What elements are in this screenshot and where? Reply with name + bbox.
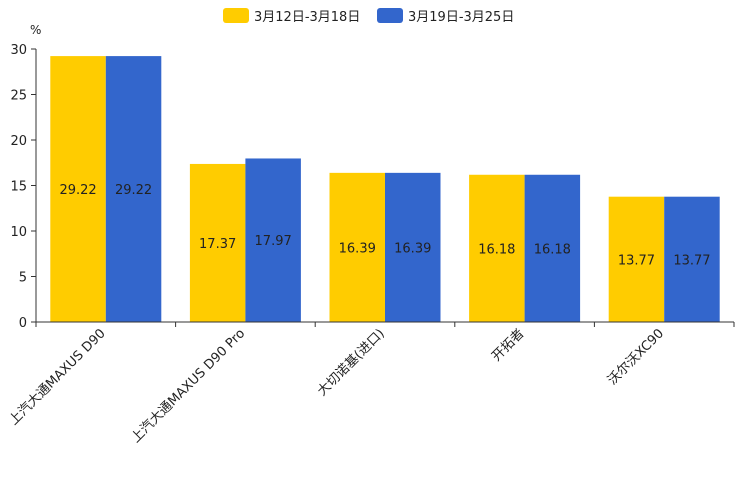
bar-1-1: [50, 56, 106, 323]
legend-label-1: 3月12日-3月18日: [254, 10, 360, 25]
y-tick-label: 10: [10, 225, 27, 240]
y-tick-label: 5: [19, 271, 27, 286]
y-tick-label: 20: [10, 134, 27, 149]
bar-value-label: 16.18: [534, 242, 571, 257]
bar-2-5: [664, 196, 720, 322]
bar-value-label: 29.22: [115, 183, 152, 198]
bar-1-2: [189, 163, 246, 322]
x-tick-label: 大切诺基(进口): [315, 326, 388, 399]
legend-swatch-2: [377, 8, 403, 23]
y-tick-label: 0: [19, 316, 27, 331]
y-tick-label: 30: [10, 43, 27, 58]
bar-2-3: [385, 172, 441, 322]
bar-value-label: 16.18: [478, 242, 515, 257]
x-tick-label: 沃尔沃XC90: [605, 326, 667, 388]
legend: 3月12日-3月18日 3月19日-3月25日: [223, 8, 514, 25]
bar-value-label: 13.77: [673, 253, 710, 268]
bar-1-4: [469, 174, 525, 322]
x-tick-label: 上汽大通MAXUS D90 Pro: [129, 326, 249, 446]
bar-value-label: 29.22: [59, 183, 96, 198]
bar-value-label: 17.97: [255, 234, 292, 249]
y-axis-unit-label: %: [30, 23, 41, 37]
y-tick-label: 15: [10, 180, 27, 195]
bar-1-3: [329, 172, 385, 322]
legend-label-2: 3月19日-3月25日: [408, 10, 514, 25]
bar-value-label: 17.37: [199, 237, 236, 252]
bar-2-1: [105, 56, 162, 323]
x-tick-label: 上汽大通MAXUS D90: [6, 326, 108, 428]
bar-2-4: [524, 174, 581, 322]
x-tick-label: 开拓者: [489, 326, 527, 364]
bar-2-2: [245, 158, 301, 322]
bar-value-label: 13.77: [618, 253, 655, 268]
legend-swatch-1: [223, 8, 249, 23]
bars: 29.22 17.37 16.39 16.18 13.77 29.22 17.97 16.39…: [50, 56, 720, 323]
bar-value-label: 16.39: [394, 241, 431, 256]
bar-value-label: 16.39: [339, 241, 376, 256]
bar-1-5: [608, 196, 665, 322]
y-tick-label: 25: [10, 89, 27, 104]
